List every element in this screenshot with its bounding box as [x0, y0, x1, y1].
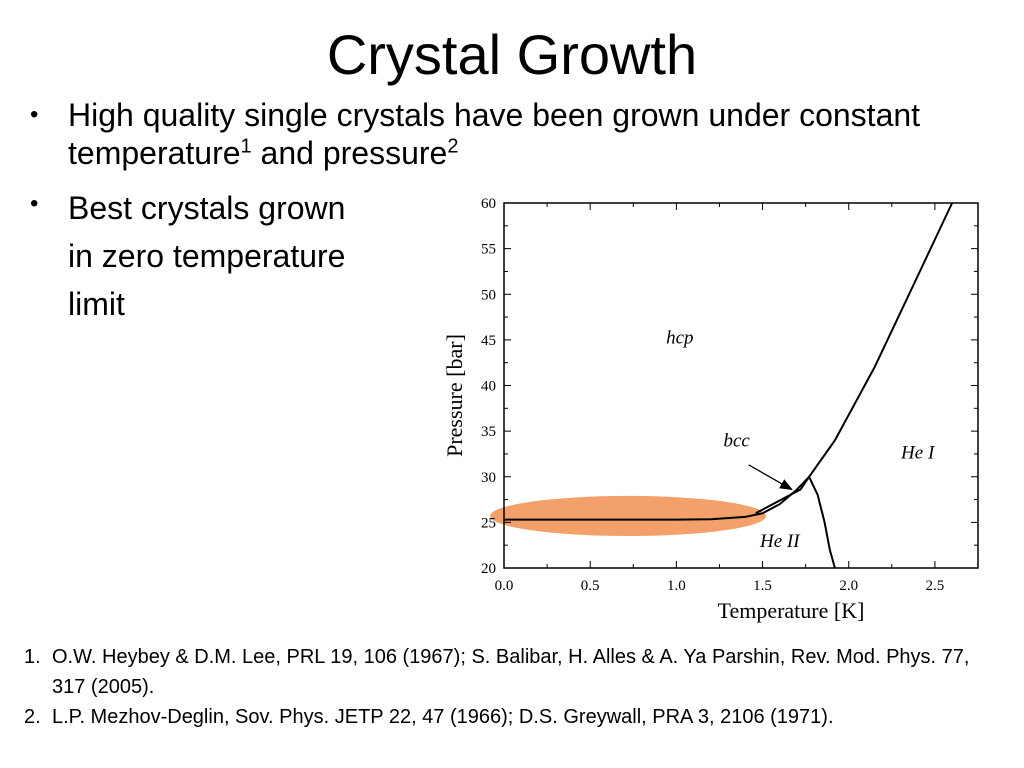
bullet-text-1: High quality single crystals have been g… — [68, 97, 921, 171]
reference-text: L.P. Mezhov-Deglin, Sov. Phys. JETP 22, … — [52, 706, 834, 728]
x-tick-label: 2.0 — [839, 578, 858, 594]
footnote-ref-2: 2 — [447, 135, 459, 158]
footnote-ref-1: 1 — [240, 135, 252, 158]
bullet-marker: • — [30, 190, 39, 217]
bcc-arrow — [748, 464, 793, 491]
phase-boundary-line-3 — [808, 476, 836, 569]
phase-boundary-line-4 — [808, 202, 954, 478]
highlight-ellipse — [490, 495, 766, 537]
phase-boundary-line-2 — [755, 476, 810, 515]
bullet-item-crystals: • High quality single crystals have been… — [30, 96, 990, 172]
x-tick-label: 0.0 — [495, 578, 514, 594]
references: 1. O.W. Heybey & D.M. Lee, PRL 19, 106 (… — [24, 642, 1004, 732]
x-axis-label: Temperature [K] — [718, 598, 865, 623]
slide-title: Crystal Growth — [326, 23, 698, 86]
x-tick-label: 1.0 — [667, 578, 686, 594]
x-tick-label: 1.5 — [753, 578, 772, 594]
reference-number: 2. — [24, 706, 41, 728]
reference-item: 1. O.W. Heybey & D.M. Lee, PRL 19, 106 (… — [24, 642, 1004, 702]
phase-diagram-chart: 0.0 0.5 1.0 1.5 2.0 2.5 20 25 30 35 40 45 50 55 60 Temp… — [442, 196, 979, 623]
bullet-line: in zero temperature — [68, 238, 346, 274]
y-axis-label: Pressure [bar] — [442, 334, 467, 457]
y-tick-label: 50 — [481, 287, 496, 303]
phase-label: bcc — [724, 431, 751, 452]
y-tick-label: 55 — [481, 242, 496, 258]
y-tick-label: 25 — [481, 515, 496, 531]
reference-number: 1. — [24, 646, 41, 668]
bullet-line: limit — [68, 286, 125, 322]
y-tick-label: 20 — [481, 561, 496, 577]
reference-text: O.W. Heybey & D.M. Lee, PRL 19, 106 (196… — [52, 646, 970, 698]
y-tick-label: 45 — [481, 333, 496, 349]
phase-label: hcp — [666, 328, 693, 349]
bullet-item-zero-temperature: • Best crystals grown in zero temperatur… — [30, 184, 468, 328]
y-tick-label: 35 — [481, 424, 496, 440]
bullet-line: Best crystals grown — [68, 190, 346, 226]
reference-item: 2. L.P. Mezhov-Deglin, Sov. Phys. JETP 2… — [24, 702, 1004, 732]
bullet-text-1b: and pressure — [251, 135, 448, 171]
y-tick-label: 40 — [481, 379, 496, 395]
y-tick-label: 60 — [481, 196, 496, 212]
x-tick-label: 2.5 — [926, 578, 945, 594]
x-tick-label: 0.5 — [581, 578, 600, 594]
bullet-marker: • — [30, 101, 39, 128]
y-tick-label: 30 — [481, 470, 496, 486]
phase-label: He I — [900, 443, 936, 464]
bullet-list: • High quality single crystals have been… — [30, 96, 990, 328]
phase-label: He II — [759, 531, 801, 552]
